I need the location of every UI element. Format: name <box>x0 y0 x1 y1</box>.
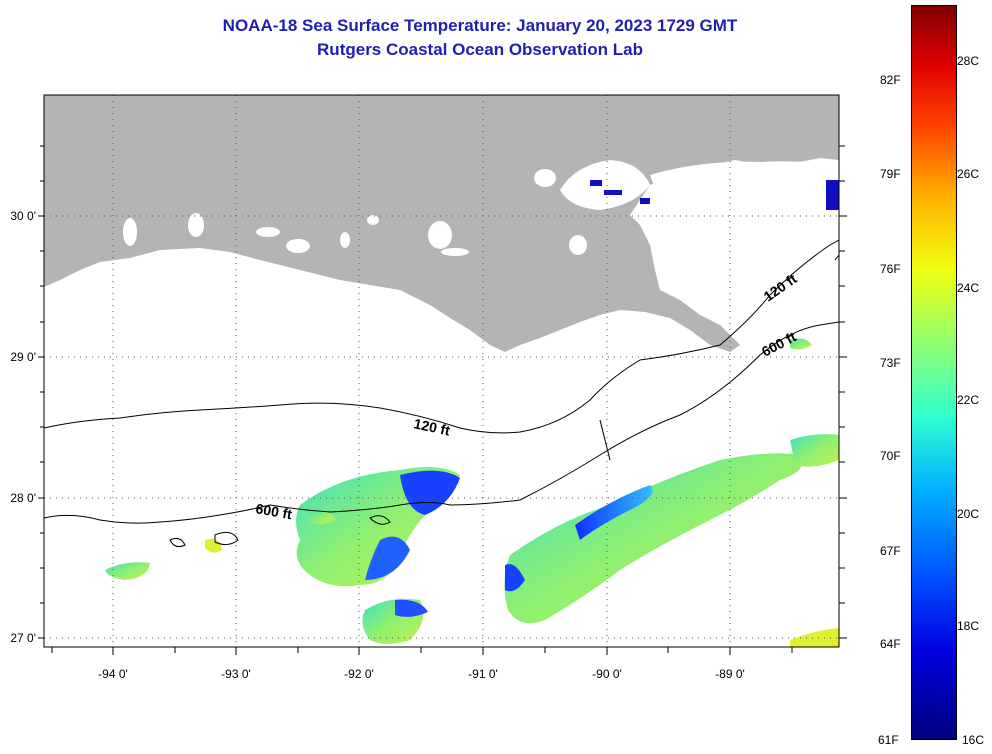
bottom-axis-ticks <box>51 647 793 655</box>
lat-lon-grid <box>44 95 839 647</box>
colorbar-f-70: 70F <box>880 449 901 463</box>
colorbar-c-22: 22C <box>957 393 980 407</box>
sst-data-patches <box>105 338 839 647</box>
lat-label-28: 28 0' <box>10 491 36 505</box>
colorbar-c-28: 28C <box>957 54 980 68</box>
colorbar-f-79: 79F <box>880 167 901 181</box>
contour-120ft <box>44 239 839 434</box>
lon-label-89: -89 0' <box>715 667 745 681</box>
colorbar-c-18: 18C <box>957 619 980 633</box>
land-cloud-patches <box>123 160 839 315</box>
colorbar-c-24: 24C <box>957 281 980 295</box>
lon-label-93: -93 0' <box>221 667 251 681</box>
lon-label-94: -94 0' <box>98 667 128 681</box>
left-axis-ticks <box>38 145 44 639</box>
colorbar-c-16: 16C <box>962 733 985 747</box>
colorbar-f-61: 61F <box>878 733 899 747</box>
lon-label-90: -90 0' <box>592 667 622 681</box>
lat-label-27: 27 0' <box>10 631 36 645</box>
lat-label-30: 30 0' <box>10 209 36 223</box>
colorbar-c-26: 26C <box>957 167 980 181</box>
cold-water-patches <box>590 180 839 210</box>
right-axis-ticks <box>839 145 847 639</box>
colorbar-f-82: 82F <box>880 73 901 87</box>
lon-label-91: -91 0' <box>468 667 498 681</box>
colorbar-f-64: 64F <box>880 637 901 651</box>
lat-label-29: 29 0' <box>10 350 36 364</box>
lon-label-92: -92 0' <box>344 667 374 681</box>
contour-label-600ft: 600 ft <box>254 500 293 522</box>
contour-label-120ft: 120 ft <box>412 415 451 438</box>
map-subtitle: Rutgers Coastal Ocean Observation Lab <box>317 40 643 59</box>
colorbar-f-67: 67F <box>880 544 901 558</box>
map-frame <box>43 94 840 648</box>
colorbar-f-73: 73F <box>880 356 901 370</box>
contour-600ft <box>44 321 839 524</box>
temperature-colorbar <box>911 5 957 740</box>
colorbar-f-76: 76F <box>880 262 901 276</box>
map-title: NOAA-18 Sea Surface Temperature: January… <box>222 16 738 35</box>
colorbar-c-20: 20C <box>957 507 980 521</box>
bathymetry-contours <box>44 239 839 548</box>
